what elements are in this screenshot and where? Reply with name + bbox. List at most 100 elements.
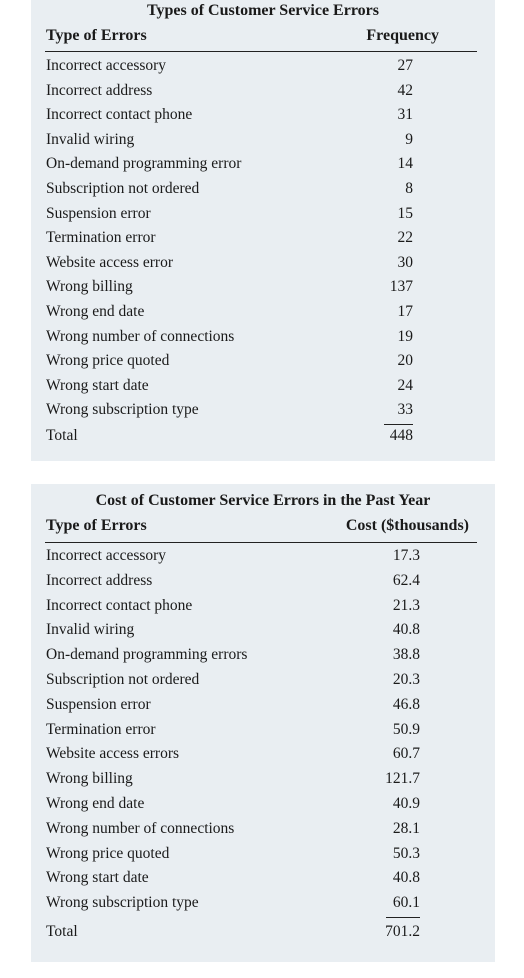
total-label: Total <box>46 427 78 444</box>
row-label: Incorrect address <box>46 81 153 99</box>
row-value: 14 <box>397 155 414 173</box>
table-row: Incorrect address 62.4 <box>31 572 495 596</box>
table-row: Subscription not ordered 8 <box>31 180 495 204</box>
table-row: Wrong billing 137 <box>31 278 495 302</box>
row-value: 137 <box>389 278 413 296</box>
row-label: Wrong start date <box>46 869 149 887</box>
table-row: On-demand programming errors 38.8 <box>31 646 495 670</box>
row-value: 33 <box>397 401 414 419</box>
row-label: Termination error <box>46 720 156 738</box>
row-label: Wrong subscription type <box>46 401 199 419</box>
table-row: Incorrect contact phone 31 <box>31 106 495 130</box>
row-value: 38.8 <box>392 646 420 664</box>
row-label: Wrong end date <box>46 303 145 320</box>
row-value: 50.9 <box>392 720 420 738</box>
table-row: Wrong subscription type 33 <box>31 401 495 425</box>
table-row: Incorrect accessory 17.3 <box>31 547 495 571</box>
table-row: Wrong start date 40.8 <box>31 869 495 893</box>
table-row: Wrong price quoted 50.3 <box>31 845 495 869</box>
header-rule <box>45 542 477 543</box>
row-label: Invalid wiring <box>46 130 135 148</box>
table-row: Wrong number of connections 19 <box>31 328 495 352</box>
row-label: Termination error <box>46 229 156 247</box>
row-value: 15 <box>397 204 414 222</box>
row-value: 21.3 <box>392 596 420 614</box>
row-value: 28.1 <box>392 819 420 837</box>
total-label: Total <box>46 923 78 940</box>
column-header-type: Type of Errors <box>46 27 147 44</box>
table-row: Termination error 50.9 <box>31 721 495 745</box>
table-row: Termination error 22 <box>31 229 495 253</box>
column-header-frequency: Frequency <box>366 27 439 44</box>
table-row: Suspension error 46.8 <box>31 696 495 720</box>
table-row: Invalid wiring 40.8 <box>31 621 495 645</box>
table-row: Subscription not ordered 20.3 <box>31 671 495 695</box>
table-row: Website access errors 60.7 <box>31 745 495 769</box>
row-value: 62.4 <box>392 571 420 589</box>
table-title: Cost of Customer Service Errors in the P… <box>95 492 431 509</box>
sum-underline <box>384 424 413 425</box>
table-row: Invalid wiring 9 <box>31 131 495 155</box>
row-value: 8 <box>405 180 413 197</box>
column-header-type: Type of Errors <box>46 517 147 534</box>
row-value: 24 <box>397 376 414 394</box>
row-label: Suspension error <box>46 695 151 713</box>
table-row: Wrong end date 17 <box>31 303 495 327</box>
table-row: Wrong number of connections 28.1 <box>31 820 495 844</box>
table-row: Wrong subscription type 60.1 <box>31 894 495 918</box>
table-row: On-demand programming error 14 <box>31 155 495 179</box>
row-label: Website access error <box>46 253 173 271</box>
row-label: Wrong start date <box>46 376 149 394</box>
row-label: Wrong number of connections <box>46 819 235 837</box>
row-label: Incorrect contact phone <box>46 106 193 124</box>
table-row: Website access error 30 <box>31 254 495 278</box>
row-value: 40.8 <box>392 869 420 887</box>
row-label: Incorrect accessory <box>46 547 167 564</box>
table-row: Suspension error 15 <box>31 205 495 229</box>
row-value: 19 <box>397 327 414 345</box>
table-row: Wrong price quoted 20 <box>31 352 495 376</box>
table-row: Wrong start date 24 <box>31 377 495 401</box>
row-label: Subscription not ordered <box>46 671 200 688</box>
row-label: Wrong number of connections <box>46 327 235 345</box>
row-value: 20.3 <box>392 671 420 688</box>
table-title: Types of Customer Service Errors <box>147 2 379 19</box>
row-value: 22 <box>397 229 414 247</box>
row-value: 20 <box>397 352 414 370</box>
row-label: On-demand programming errors <box>46 646 248 664</box>
row-value: 60.7 <box>392 745 420 763</box>
column-header-cost: Cost ($thousands) <box>345 517 469 534</box>
row-label: Wrong price quoted <box>46 844 170 862</box>
row-label: Website access errors <box>46 745 180 763</box>
row-value: 27 <box>397 57 414 74</box>
sum-underline <box>386 917 420 918</box>
row-label: Wrong billing <box>46 278 133 296</box>
row-label: Wrong subscription type <box>46 894 199 912</box>
table-row: Incorrect contact phone 21.3 <box>31 597 495 621</box>
row-value: 17 <box>397 303 414 320</box>
frequency-table: Types of Customer Service Errors Type of… <box>31 0 495 461</box>
row-label: Wrong price quoted <box>46 352 170 370</box>
row-label: Incorrect accessory <box>46 57 167 74</box>
total-value: 701.2 <box>385 923 420 940</box>
row-value: 9 <box>405 130 413 148</box>
row-value: 40.8 <box>392 621 420 639</box>
row-label: Incorrect address <box>46 571 153 589</box>
row-value: 31 <box>397 106 414 124</box>
row-value: 121.7 <box>385 770 420 788</box>
row-label: Suspension error <box>46 204 151 222</box>
row-label: Wrong billing <box>46 770 133 788</box>
row-label: Wrong end date <box>46 795 145 812</box>
row-value: 17.3 <box>392 547 420 564</box>
row-value: 40.9 <box>392 795 420 812</box>
row-label: Incorrect contact phone <box>46 596 193 614</box>
row-label: Subscription not ordered <box>46 180 200 197</box>
total-row: Total 701.2 <box>31 923 495 947</box>
row-value: 50.3 <box>392 844 420 862</box>
row-value: 46.8 <box>392 695 420 713</box>
header-rule <box>45 51 477 52</box>
table-row: Wrong end date 40.9 <box>31 795 495 819</box>
row-value: 30 <box>397 253 414 271</box>
total-value: 448 <box>389 427 413 444</box>
row-value: 42 <box>397 81 414 99</box>
